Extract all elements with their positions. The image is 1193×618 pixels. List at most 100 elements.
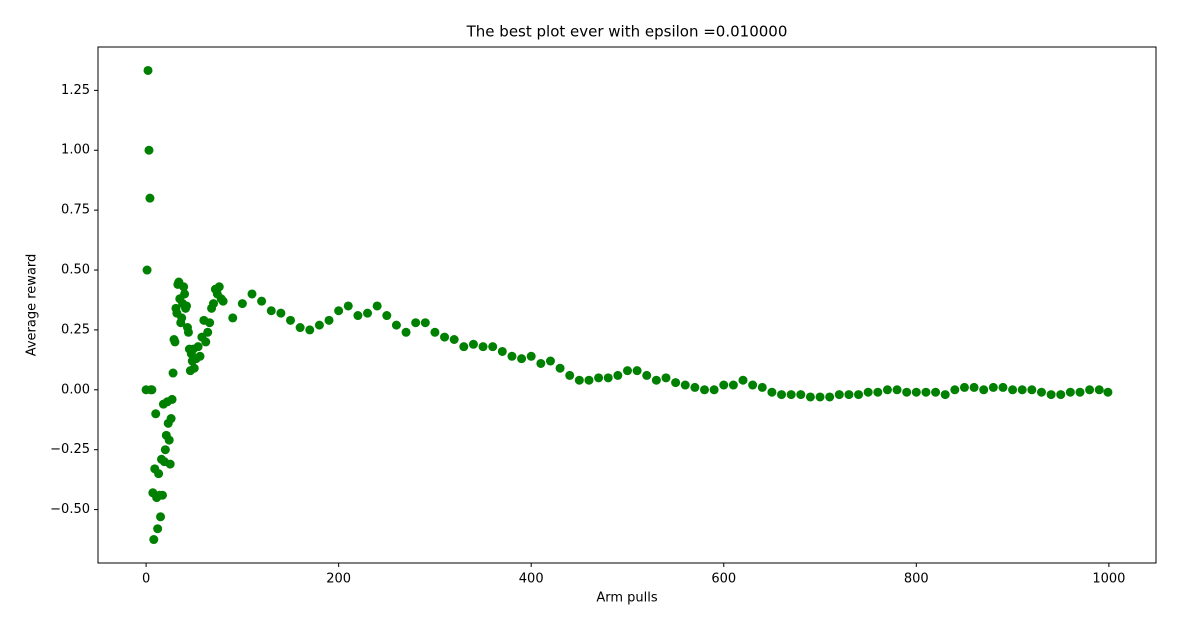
point <box>767 387 777 397</box>
x-tick-label: 800 <box>904 572 929 587</box>
point <box>911 387 921 397</box>
y-tick-label: 1.00 <box>61 143 90 158</box>
point <box>863 387 873 397</box>
point <box>247 289 257 299</box>
point <box>854 390 864 400</box>
point <box>157 490 167 500</box>
point <box>189 363 199 373</box>
point <box>1008 385 1018 395</box>
y-tick-label: 1.25 <box>61 83 90 98</box>
point <box>931 387 941 397</box>
point <box>156 512 166 522</box>
point <box>777 390 787 400</box>
point <box>286 315 296 325</box>
point <box>353 311 363 321</box>
point <box>334 306 344 316</box>
point <box>1046 390 1056 400</box>
point <box>257 296 267 306</box>
point <box>738 375 748 385</box>
point <box>1075 387 1085 397</box>
point <box>164 435 174 445</box>
point <box>950 385 960 395</box>
point <box>940 390 950 400</box>
point <box>873 387 883 397</box>
point <box>440 332 450 342</box>
point <box>613 370 623 380</box>
point <box>497 346 507 356</box>
point <box>979 385 989 395</box>
point <box>324 315 334 325</box>
point <box>160 445 170 455</box>
point <box>314 320 324 330</box>
plot-frame <box>97 46 1157 564</box>
point <box>166 414 176 424</box>
x-tick-label: 400 <box>519 572 544 587</box>
y-tick-label: 0.75 <box>61 203 90 218</box>
point <box>844 390 854 400</box>
point <box>959 382 969 392</box>
point <box>594 373 604 383</box>
point <box>902 387 912 397</box>
point <box>201 337 211 347</box>
x-tick-label: 0 <box>142 572 150 587</box>
x-tick-label: 200 <box>326 572 351 587</box>
point <box>709 385 719 395</box>
point <box>468 339 478 349</box>
point <box>921 387 931 397</box>
point <box>796 390 806 400</box>
point <box>228 313 238 323</box>
point <box>488 342 498 352</box>
point <box>153 524 163 534</box>
point <box>757 382 767 392</box>
point <box>180 289 190 299</box>
point <box>565 370 575 380</box>
point <box>420 318 430 328</box>
point <box>193 342 203 352</box>
point <box>998 382 1008 392</box>
y-tick-label: −0.50 <box>50 502 90 517</box>
point <box>168 368 178 378</box>
point <box>149 535 159 545</box>
point <box>748 380 758 390</box>
y-axis-label: Average reward <box>25 254 40 357</box>
point <box>459 342 469 352</box>
y-tick-label: 0.50 <box>61 263 90 278</box>
point <box>622 366 632 376</box>
point <box>719 380 729 390</box>
point <box>177 313 187 323</box>
point <box>1065 387 1075 397</box>
point <box>391 320 401 330</box>
point <box>167 394 177 404</box>
point <box>834 390 844 400</box>
point <box>218 296 228 306</box>
point <box>632 366 642 376</box>
y-tick-label: −0.25 <box>50 442 90 457</box>
point <box>825 392 835 402</box>
point <box>343 301 353 311</box>
point <box>144 145 154 155</box>
point <box>143 65 153 75</box>
point <box>449 334 459 344</box>
point <box>179 282 189 292</box>
point <box>1017 385 1027 395</box>
point <box>145 193 155 203</box>
point <box>1027 385 1037 395</box>
point <box>478 342 488 352</box>
point <box>555 363 565 373</box>
point <box>363 308 373 318</box>
point <box>642 370 652 380</box>
point <box>1036 387 1046 397</box>
point <box>237 299 247 309</box>
point <box>786 390 796 400</box>
point <box>584 375 594 385</box>
point <box>203 327 213 337</box>
point <box>170 337 180 347</box>
point <box>295 323 305 333</box>
point <box>195 351 205 361</box>
x-axis-label: Arm pulls <box>596 591 658 606</box>
chart-title: The best plot ever with epsilon =0.01000… <box>466 23 788 41</box>
point <box>1056 390 1066 400</box>
point <box>305 325 315 335</box>
point <box>805 392 815 402</box>
point <box>147 385 157 395</box>
